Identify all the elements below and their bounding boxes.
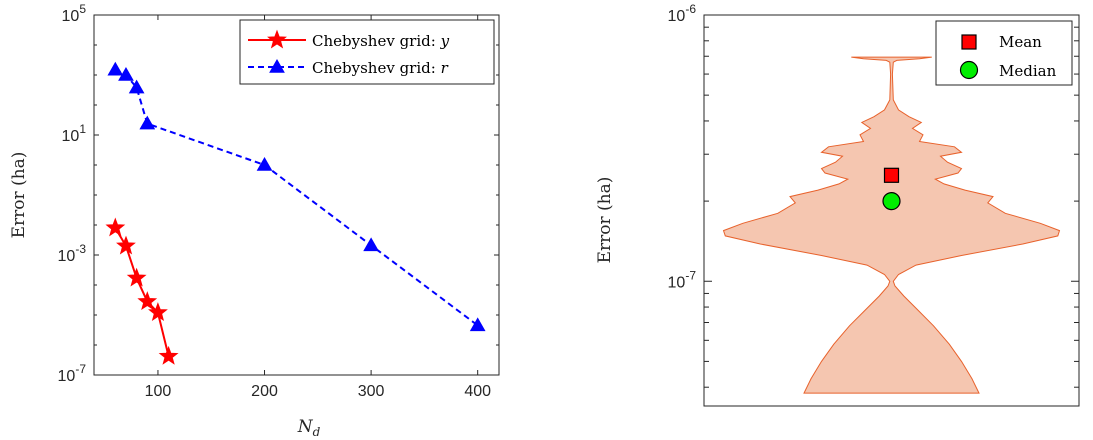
y-tick-label: 10-7 (58, 362, 87, 385)
data-point-y (137, 291, 158, 311)
data-point-r (363, 237, 379, 252)
legend-marker-star (267, 29, 287, 49)
y-tick-label: 10-3 (58, 242, 87, 265)
right-legend: Mean Median (935, 20, 1073, 86)
data-point-r (118, 66, 134, 81)
data-point-y (148, 302, 168, 322)
y-tick-label: 105 (62, 2, 87, 25)
legend-label-y: Chebyshev grid: y (312, 32, 450, 50)
x-tick-label: 200 (251, 383, 278, 400)
right-y-axis-label: Error (ha) (595, 177, 615, 264)
x-tick-label: 400 (464, 383, 491, 400)
data-point-r (256, 156, 273, 171)
left-y-axis-label: Error (ha) (9, 152, 29, 239)
x-tick-label: 300 (358, 383, 385, 400)
y-tick-label: 10-6 (668, 2, 697, 25)
median-marker (882, 192, 901, 211)
x-tick-label: 100 (145, 383, 172, 400)
data-point-r (139, 115, 156, 130)
legend-star (267, 29, 287, 49)
data-point-y (158, 345, 179, 365)
left-y-tick-labels: 10-7 10-3 101 105 (58, 2, 87, 385)
left-x-axis-label: Nd (297, 417, 321, 439)
legend-label-median: Median (999, 62, 1057, 80)
legend-label-mean: Mean (999, 33, 1042, 51)
mean-marker (883, 167, 900, 183)
left-legend-box (239, 19, 495, 85)
left-legend: Chebyshev grid: y Chebyshev grid: r (239, 19, 495, 85)
data-point-r (107, 61, 124, 76)
right-legend-box (935, 20, 1073, 86)
left-axis-ticks (94, 14, 499, 376)
legend-label-r: Chebyshev grid: r (312, 59, 449, 77)
right-y-tick-labels: 10-7 10-6 (668, 2, 697, 291)
legend-marker-median (959, 60, 979, 80)
right-axis-ticks (704, 14, 1079, 388)
error-vs-nd-chart: 100 200 300 400 10-7 10-3 101 105 Nd Error (ha… (9, 2, 500, 439)
left-series-markers (105, 61, 486, 365)
data-point-r (469, 317, 486, 332)
error-distribution-violin-chart: 10-7 10-6 Error (ha) Mean Median (595, 2, 1080, 407)
data-point-r (128, 79, 145, 94)
left-x-tick-labels: 100 200 300 400 (145, 383, 492, 400)
data-point-y (126, 267, 147, 287)
y-tick-label: 10-7 (668, 268, 697, 291)
legend-marker-triangle (269, 58, 285, 73)
violin-shape (722, 56, 1061, 394)
data-point-y (105, 217, 126, 237)
y-tick-label: 101 (62, 122, 87, 145)
legend-marker-mean (961, 34, 977, 50)
legend-triangle (269, 58, 285, 73)
data-point-y (116, 235, 136, 255)
